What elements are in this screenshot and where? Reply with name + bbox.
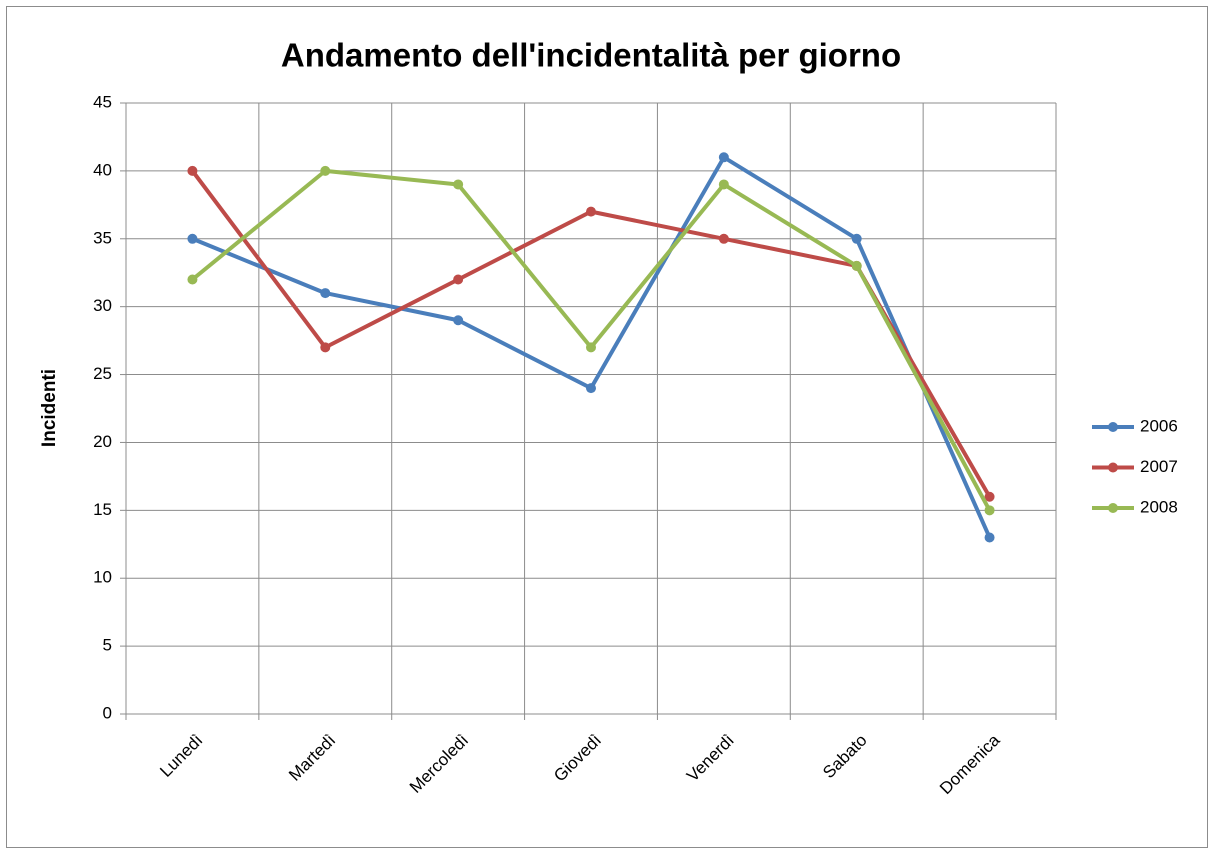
- series-marker: [851, 233, 862, 244]
- series-marker: [851, 260, 862, 271]
- series-marker: [320, 165, 331, 176]
- series-marker: [187, 165, 198, 176]
- legend-marker: [1108, 503, 1118, 513]
- series-marker: [718, 152, 729, 163]
- series-marker: [586, 383, 596, 394]
- y-tick-label: 0: [103, 703, 112, 722]
- series-marker: [187, 233, 198, 244]
- series-marker: [320, 342, 331, 353]
- y-tick-label: 20: [93, 432, 112, 451]
- series-marker: [984, 505, 995, 516]
- series-marker: [718, 233, 729, 244]
- legend-marker: [1108, 462, 1118, 473]
- y-tick-label: 40: [93, 160, 112, 179]
- y-tick-label: 30: [93, 296, 112, 315]
- y-tick-label: 5: [103, 636, 112, 655]
- y-tick-label: 10: [93, 568, 112, 587]
- y-tick-label: 35: [93, 228, 112, 247]
- legend-label: 2007: [1140, 457, 1178, 476]
- series-marker: [453, 315, 464, 326]
- series-marker: [586, 342, 596, 353]
- legend-label: 2008: [1140, 497, 1178, 516]
- series-marker: [187, 274, 198, 285]
- series-marker: [586, 206, 596, 217]
- series-marker: [984, 532, 995, 543]
- chart-border: [6, 6, 1208, 848]
- y-axis-label: Incidenti: [39, 369, 60, 447]
- y-tick-label: 15: [93, 500, 112, 519]
- y-tick-label: 45: [93, 92, 112, 111]
- series-marker: [453, 274, 464, 285]
- legend-label: 2006: [1140, 416, 1178, 435]
- series-marker: [718, 179, 729, 190]
- y-tick-label: 25: [93, 364, 112, 383]
- series-marker: [320, 288, 331, 299]
- series-marker: [453, 179, 464, 190]
- chart-title: Andamento dell'incidentalità per giorno: [281, 37, 901, 74]
- series-marker: [984, 491, 995, 502]
- legend-marker: [1108, 422, 1118, 432]
